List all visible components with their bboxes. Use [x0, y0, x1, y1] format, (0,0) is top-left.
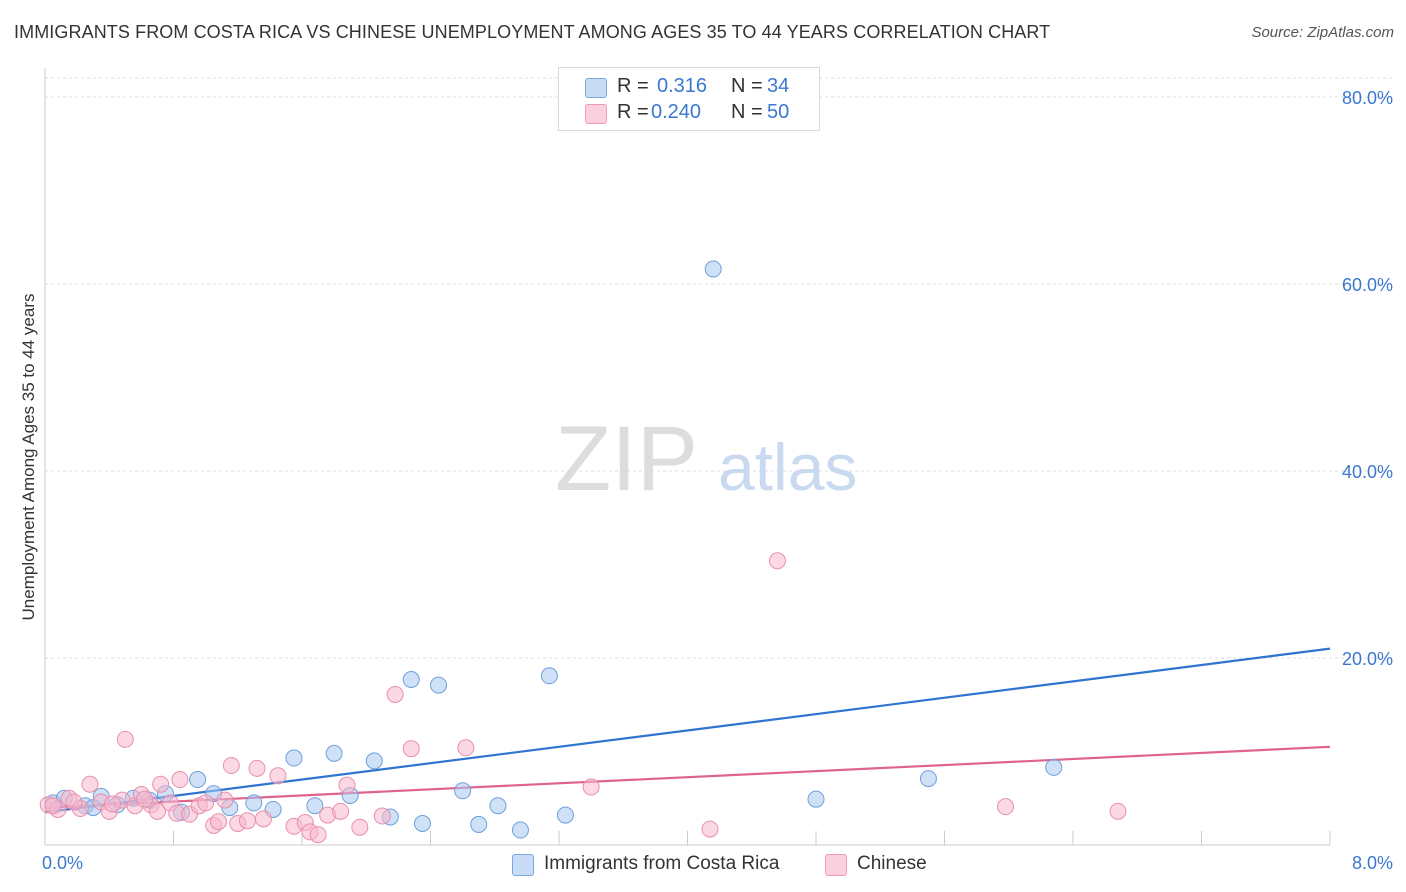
point-chinese: [338, 776, 356, 794]
point-chinese: [44, 797, 62, 815]
point-chinese: [65, 793, 83, 811]
trend-line-chinese: [44, 745, 1331, 809]
point-chinese: [254, 810, 272, 828]
point-costa-rica: [454, 782, 472, 800]
point-costa-rica: [189, 771, 207, 789]
y-tick-label: 80.0%: [1342, 88, 1393, 108]
y-tick-labels: 20.0% 40.0% 60.0% 80.0%: [1342, 88, 1393, 669]
point-chinese: [197, 794, 215, 812]
point-costa-rica: [245, 794, 263, 812]
point-chinese: [148, 802, 166, 820]
point-chinese: [269, 767, 287, 785]
point-chinese: [209, 813, 227, 831]
point-costa-rica: [556, 806, 574, 824]
y-axis-label: Unemployment Among Ages 35 to 44 years: [19, 294, 38, 621]
n-label: N =: [731, 101, 763, 123]
point-chinese: [373, 807, 391, 825]
point-chinese: [216, 791, 234, 809]
point-costa-rica: [511, 821, 529, 839]
point-chinese: [238, 812, 256, 830]
point-costa-rica: [919, 770, 937, 788]
axes: [44, 68, 1331, 846]
point-chinese: [152, 775, 170, 793]
point-chinese: [1109, 802, 1127, 820]
legend-swatch-chinese: [825, 854, 847, 876]
stats-row-chinese: R = 0.240 N = 50: [559, 100, 819, 128]
n-value: 50: [767, 101, 790, 123]
point-chinese: [103, 795, 121, 813]
point-chinese: [386, 685, 404, 703]
y-tick-label: 40.0%: [1342, 462, 1393, 482]
trend-line-costa-rica: [44, 647, 1331, 814]
watermark-atlas: atlas: [718, 430, 857, 504]
point-costa-rica: [402, 671, 420, 689]
point-chinese: [222, 757, 240, 775]
trend-lines: [44, 647, 1331, 814]
r-label: R =: [617, 75, 649, 97]
stats-swatch-costa-rica: [585, 78, 607, 98]
legend-swatch-costa-rica: [512, 854, 534, 876]
point-chinese: [309, 826, 327, 844]
x-tick-label: 0.0%: [42, 853, 83, 873]
data-points: [39, 260, 1127, 844]
x-tick-labels: 0.0% 8.0%: [42, 853, 1393, 873]
grid-lines: [45, 77, 1392, 659]
point-chinese: [116, 730, 134, 748]
r-label: R =: [617, 101, 649, 123]
stats-swatch-chinese: [585, 104, 607, 124]
stats-legend: R = 0.316 N = 34 R = 0.240 N = 50: [558, 67, 820, 131]
legend-label: Immigrants from Costa Rica: [544, 853, 780, 874]
n-label: N =: [731, 75, 763, 97]
point-costa-rica: [365, 752, 383, 770]
point-costa-rica: [285, 749, 303, 767]
r-value: 0.316: [657, 75, 708, 97]
point-chinese: [136, 790, 154, 808]
legend-label: Chinese: [857, 853, 927, 874]
r-value: 0.240: [651, 101, 702, 123]
point-chinese: [997, 798, 1015, 816]
point-chinese: [248, 759, 266, 777]
point-costa-rica: [540, 667, 558, 685]
point-chinese: [768, 552, 786, 570]
x-tick-label: 8.0%: [1352, 853, 1393, 873]
point-costa-rica: [807, 790, 825, 808]
point-costa-rica: [470, 815, 488, 833]
point-chinese: [701, 820, 719, 838]
point-chinese: [582, 778, 600, 796]
chart-title: IMMIGRANTS FROM COSTA RICA VS CHINESE UN…: [14, 22, 1051, 42]
y-tick-label: 60.0%: [1342, 275, 1393, 295]
watermark: ZIP atlas: [555, 408, 857, 510]
point-costa-rica: [704, 260, 722, 278]
point-chinese: [81, 775, 99, 793]
point-chinese: [332, 802, 350, 820]
point-chinese: [402, 740, 420, 758]
watermark-zip: ZIP: [555, 408, 698, 510]
source-credit: Source: ZipAtlas.com: [1251, 24, 1394, 41]
n-value: 34: [767, 75, 790, 97]
point-chinese: [351, 818, 369, 836]
point-costa-rica: [325, 744, 343, 762]
point-costa-rica: [413, 814, 431, 832]
point-chinese: [171, 771, 189, 789]
point-costa-rica: [1045, 758, 1063, 776]
point-costa-rica: [430, 676, 448, 694]
stats-row-costa-rica: R = 0.316 N = 34: [559, 74, 819, 102]
point-costa-rica: [306, 797, 324, 815]
point-chinese: [457, 739, 475, 757]
y-tick-label: 20.0%: [1342, 649, 1393, 669]
point-costa-rica: [489, 797, 507, 815]
